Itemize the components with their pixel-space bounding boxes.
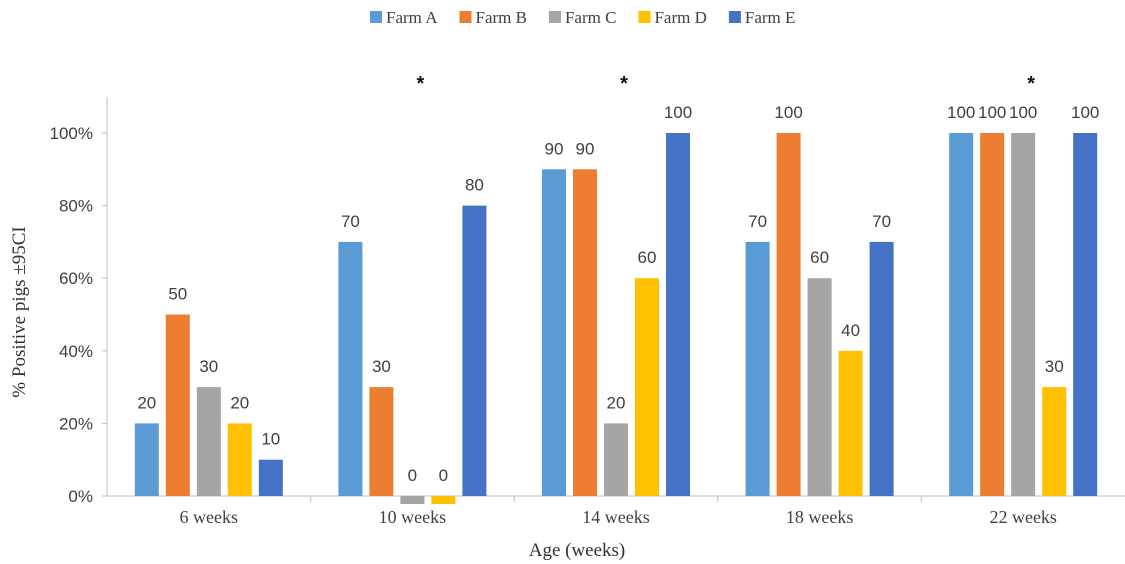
data-label: 100 (1071, 103, 1099, 122)
data-label: 20 (137, 393, 156, 412)
data-label: 70 (748, 212, 767, 231)
data-label: 30 (372, 357, 391, 376)
legend-label: Farm B (475, 8, 526, 27)
bar (838, 350, 863, 496)
y-axis-title: % Positive pigs ±95CI (9, 226, 30, 397)
data-label: 40 (841, 321, 860, 340)
data-label: 60 (810, 248, 829, 267)
bars (134, 133, 1098, 504)
bar (338, 241, 363, 496)
data-label: 100 (664, 103, 692, 122)
significance-star: * (620, 73, 628, 95)
bar (869, 241, 894, 496)
x-tick-label: 22 weeks (989, 507, 1056, 527)
bar (573, 169, 597, 497)
bar (369, 387, 394, 496)
y-tick-label: 0% (68, 487, 93, 506)
data-label: 90 (545, 139, 564, 158)
legend-label: Farm E (745, 8, 796, 27)
legend-label: Farm D (654, 8, 706, 27)
data-label: 100 (947, 103, 975, 122)
bar (227, 423, 252, 496)
data-label: 70 (341, 212, 360, 231)
bar (134, 423, 159, 496)
data-label: 100 (978, 103, 1006, 122)
x-tick-label: 18 weeks (786, 507, 853, 527)
bar (980, 133, 1005, 496)
x-tick-label: 14 weeks (582, 507, 649, 527)
y-tick-label: 20% (59, 414, 93, 433)
bar (807, 278, 832, 496)
data-label: 0 (408, 466, 417, 485)
y-tick-label: 80% (59, 197, 93, 216)
y-axis: 0% 20% 40% 60% 80% 100% (50, 97, 108, 506)
legend-swatch (459, 11, 472, 23)
data-label: 20 (230, 393, 249, 412)
legend-swatch (370, 11, 382, 23)
bar (400, 496, 425, 504)
y-tick-label: 40% (59, 342, 93, 361)
significance-star: * (417, 73, 425, 95)
bar (776, 133, 801, 496)
bar (666, 133, 690, 496)
bar (1073, 133, 1098, 496)
bar (258, 459, 283, 496)
significance-markers: * * * (417, 73, 1036, 95)
bar (635, 278, 659, 496)
legend-label: Farm A (386, 8, 438, 27)
data-label: 10 (261, 430, 280, 449)
legend-swatch (638, 11, 651, 23)
bar (431, 496, 456, 504)
x-axis: 6 weeks 10 weeks 14 weeks 18 weeks 22 weeks (107, 495, 1125, 527)
data-label: 70 (872, 212, 891, 231)
x-tick-label: 6 weeks (180, 507, 238, 527)
bar (604, 423, 628, 496)
legend-label: Farm C (565, 8, 616, 27)
x-axis-title: Age (weeks) (529, 540, 626, 561)
bar (196, 387, 221, 496)
x-tick-label: 10 weeks (379, 507, 446, 527)
chart-legend: Farm A Farm B Farm C Farm D Farm E (370, 8, 795, 27)
y-tick-label: 100% (50, 124, 93, 143)
bar (1042, 387, 1067, 496)
data-label: 30 (199, 357, 218, 376)
significance-star: * (1027, 73, 1035, 95)
y-tick-label: 60% (59, 269, 93, 288)
data-label: 100 (774, 103, 802, 122)
data-label: 0 (439, 466, 448, 485)
bar (1011, 133, 1036, 496)
bar (462, 205, 487, 496)
data-label: 90 (576, 139, 595, 158)
data-label: 30 (1045, 357, 1064, 376)
data-label: 60 (638, 248, 657, 267)
data-labels: 20 50 30 20 10 70 30 0 0 80 90 90 20 60 100 70 100 60 40 70… (137, 103, 1099, 485)
data-label: 80 (465, 176, 484, 195)
bar (542, 169, 566, 497)
bar (165, 314, 190, 496)
legend-swatch (548, 11, 561, 23)
bar (949, 133, 974, 496)
legend-swatch (728, 11, 741, 23)
bar (745, 241, 770, 496)
data-label: 50 (168, 285, 187, 304)
data-label: 100 (1009, 103, 1037, 122)
data-label: 20 (607, 393, 626, 412)
